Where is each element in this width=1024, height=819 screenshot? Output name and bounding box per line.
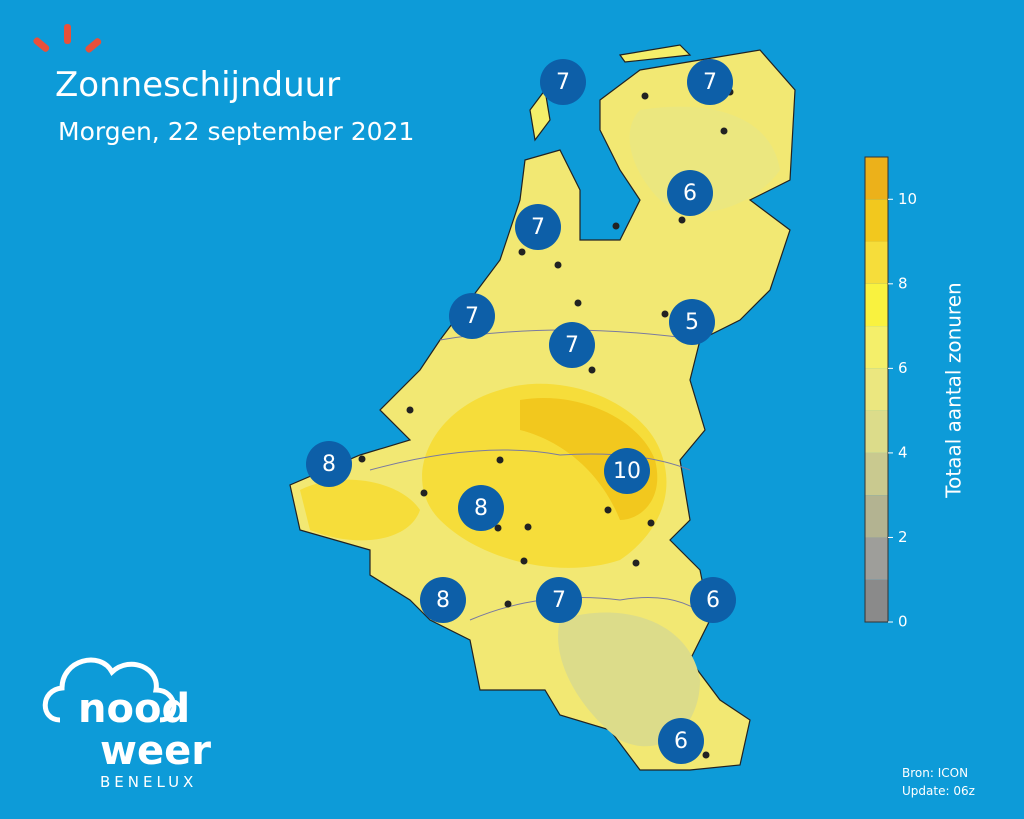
marker-value: 6 [706,588,720,613]
marker-value: 7 [565,333,579,358]
colorbar-tick-label: 6 [898,359,908,377]
marker-value: 8 [322,452,336,477]
city-dot [524,523,532,531]
marker-value: 5 [685,310,699,335]
colorbar-band [865,241,888,284]
city-dot [496,456,504,464]
marker-circle [515,204,561,250]
city-dot [632,559,640,567]
update: Update: 06z [902,784,975,798]
city-dot [702,751,710,759]
colorbar-band [865,283,888,327]
city-dot [520,557,528,565]
colorbar: 0 2 4 6 8 10 [864,156,917,631]
marker-circle [420,577,466,623]
marker-value: 10 [613,459,641,484]
city-dot [720,127,728,135]
colorbar-label: Totaal aantal zonuren [942,282,966,498]
city-dot [420,489,428,497]
colorbar-tick-label: 2 [898,528,908,546]
colorbar-band [865,579,888,622]
colorbar-band [865,326,888,369]
city-dot [554,261,562,269]
city-dot [647,519,655,527]
marker-value: 8 [436,588,450,613]
marker-circle [549,322,595,368]
marker-value: 8 [474,496,488,521]
colorbar-band [865,199,888,242]
logo-word: nood [78,686,190,732]
marker-circle [669,299,715,345]
sun-icon [33,24,102,53]
colorbar-tick-label: 4 [898,443,908,461]
colorbar-tick-label: 0 [898,613,908,631]
colorbar-band [865,537,888,580]
marker-circle [458,485,504,531]
marker-circle [604,448,650,494]
colorbar-band [865,157,888,200]
colorbar-band [865,495,888,538]
title: Zonneschijnduur [55,65,340,105]
marker-circle [540,59,586,105]
marker-circle [667,170,713,216]
colorbar-frame [864,156,889,623]
colorbar-band [865,410,888,453]
city-dot [641,92,649,100]
city-dot [494,524,502,532]
city-dot [678,216,686,224]
marker-value: 7 [552,588,566,613]
logo-tagline: BENELUX [100,773,197,791]
city-dot [504,600,512,608]
city-dot [406,406,414,414]
colorbar-band [865,368,888,411]
colorbar-tick-label: 8 [898,274,908,292]
colorbar-band [865,452,888,496]
marker-value: 6 [683,181,697,206]
city-dot [574,299,582,307]
city-dot [588,366,596,374]
city-dot [661,310,669,318]
marker-circle [306,441,352,487]
marker-circle [449,293,495,339]
marker-value: 7 [531,215,545,240]
markers: 7 7 6 7 7 5 7 8 10 8 8 7 6 6 [306,59,736,764]
marker-value: 7 [465,304,479,329]
marker-value: 6 [674,729,688,754]
logo: nood weer BENELUX [42,657,211,791]
city-dot [358,455,366,463]
subtitle: Morgen, 22 september 2021 [58,117,414,146]
city-dot [518,248,526,256]
marker-value: 7 [703,70,717,95]
marker-circle [658,718,704,764]
city-dot [604,506,612,514]
source: Bron: ICON [902,766,968,780]
colorbar-tick-label: 10 [898,190,917,208]
marker-value: 7 [556,70,570,95]
marker-circle [687,59,733,105]
marker-circle [536,577,582,623]
city-dot [612,222,620,230]
logo-word: weer [100,728,211,774]
marker-circle [690,577,736,623]
